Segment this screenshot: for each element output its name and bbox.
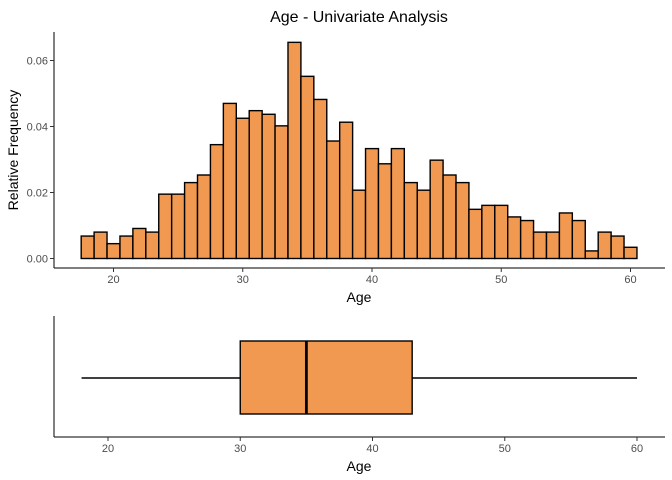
x-tick-label: 60: [631, 443, 643, 455]
x-tick-label: 60: [624, 274, 636, 286]
x-tick-label: 30: [234, 443, 246, 455]
histogram-bar: [196, 174, 212, 260]
histogram-bar: [119, 235, 134, 260]
histogram-bar: [377, 163, 393, 260]
histogram-bar: [364, 147, 380, 260]
y-tick-label: 0.04: [27, 122, 48, 134]
histogram-bar: [235, 117, 250, 260]
y-tick-label: 0.00: [27, 254, 48, 266]
x-tick-label: 20: [102, 443, 114, 455]
histogram-bar: [183, 181, 199, 260]
histogram-x-ticks: 20 30 40 50 60: [107, 268, 637, 286]
histogram-bar: [274, 125, 289, 260]
histogram-bar: [416, 189, 431, 260]
histogram-bar: [455, 181, 470, 260]
histogram-bar: [338, 121, 354, 260]
boxplot-panel: 20 30 40 50 60 Age: [53, 316, 665, 474]
x-tick-label: 20: [107, 274, 119, 286]
y-tick-label: 0.02: [27, 188, 48, 200]
histogram-bar: [468, 208, 483, 260]
histogram-bar: [429, 159, 444, 260]
x-tick-label: 40: [366, 274, 378, 286]
histogram-y-axis-title: Relative Frequency: [5, 90, 21, 211]
x-tick-label: 50: [495, 274, 507, 286]
histogram-bars: [80, 41, 638, 260]
x-tick-label: 50: [499, 443, 511, 455]
histogram-panel: Age - Univariate Analysis 20 30 40 50 60 0.0…: [5, 9, 665, 305]
histogram-bar: [494, 204, 509, 260]
histogram-bar: [93, 231, 108, 260]
chart-title: Age - Univariate Analysis: [270, 9, 448, 26]
histogram-bar: [106, 242, 121, 260]
boxplot-x-axis-title: Age: [347, 458, 372, 474]
histogram-bar: [287, 41, 302, 260]
histogram-bar: [145, 231, 160, 260]
histogram-x-axis-title: Age: [347, 289, 372, 305]
histogram-bar: [351, 189, 367, 260]
y-tick-label: 0.06: [27, 56, 48, 68]
histogram-bar: [390, 147, 406, 260]
histogram-bar: [623, 246, 638, 260]
boxplot-box: [239, 340, 413, 415]
histogram-bar: [80, 235, 95, 260]
histogram-bar: [248, 109, 263, 260]
histogram-bar: [507, 216, 522, 260]
histogram-bar: [403, 181, 418, 260]
histogram-bar: [442, 174, 457, 260]
histogram-bar: [313, 98, 328, 260]
histogram-bar: [519, 219, 535, 260]
histogram-bar: [326, 140, 341, 260]
histogram-bar: [158, 193, 173, 260]
histogram-bar: [261, 113, 276, 260]
histogram-bar: [545, 231, 561, 260]
histogram-bar: [132, 227, 147, 260]
histogram-bar: [300, 75, 315, 260]
histogram-bar: [170, 193, 186, 260]
histogram-bar: [558, 212, 574, 260]
histogram-y-ticks: 0.00 0.02 0.04 0.06: [27, 56, 54, 266]
histogram-bar: [597, 231, 612, 260]
histogram-bar: [209, 143, 225, 260]
x-tick-label: 40: [366, 443, 378, 455]
histogram-bar: [610, 235, 625, 260]
histogram-bar: [571, 219, 586, 260]
boxplot-elements: [81, 340, 637, 415]
histogram-bar: [532, 231, 548, 260]
x-tick-label: 30: [237, 274, 249, 286]
boxplot-x-ticks: 20 30 40 50 60: [102, 437, 643, 455]
histogram-bar: [222, 102, 237, 260]
histogram-bar: [584, 250, 599, 260]
histogram-bar: [481, 204, 496, 260]
